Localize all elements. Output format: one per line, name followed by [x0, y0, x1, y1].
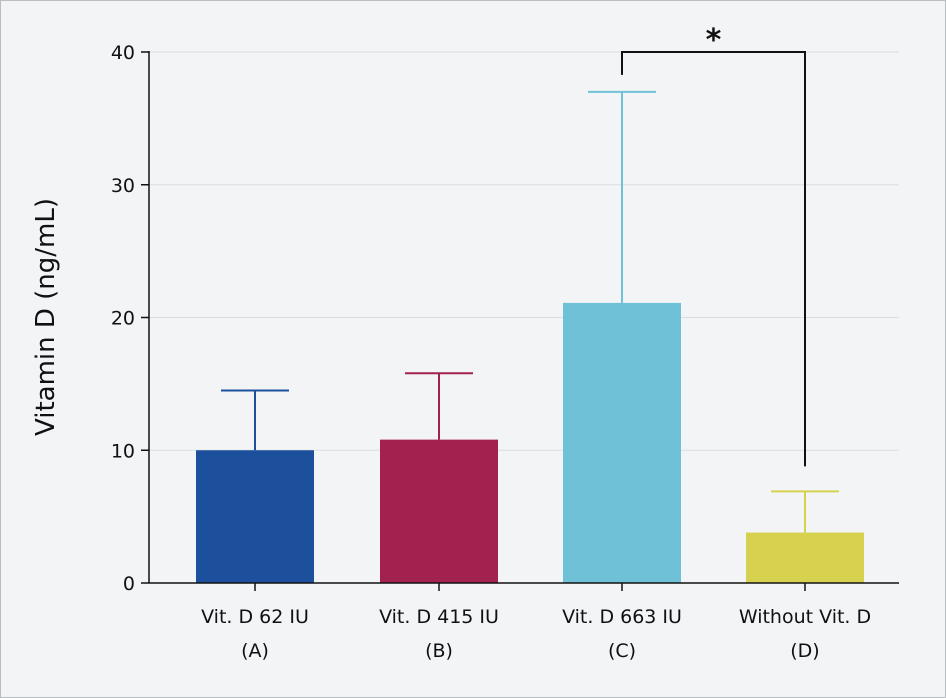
x-tick-label: Vit. D 415 IU	[379, 606, 499, 628]
x-tick-label: Vit. D 663 IU	[562, 606, 682, 628]
y-tick-label: 10	[111, 440, 135, 462]
y-axis-label: Vitamin D (ng/mL)	[31, 198, 61, 436]
x-tick-sublabel: (C)	[608, 640, 636, 662]
y-tick-label: 0	[123, 573, 135, 595]
bar-2	[563, 302, 681, 583]
bar-3	[746, 532, 864, 583]
y-tick-label: 40	[111, 42, 135, 64]
significance-bracket	[621, 51, 806, 467]
x-tick-sublabel: (B)	[425, 640, 453, 662]
x-tick-sublabel: (D)	[790, 640, 819, 662]
y-tick-label: 20	[111, 308, 135, 330]
y-tick-label: 30	[111, 175, 135, 197]
x-tick-label: Without Vit. D	[739, 606, 871, 628]
bar-0	[196, 450, 314, 583]
x-tick-sublabel: (A)	[241, 640, 269, 662]
significance-marker: *	[706, 23, 722, 58]
x-tick-label: Vit. D 62 IU	[201, 606, 309, 628]
bar-1	[380, 439, 498, 583]
